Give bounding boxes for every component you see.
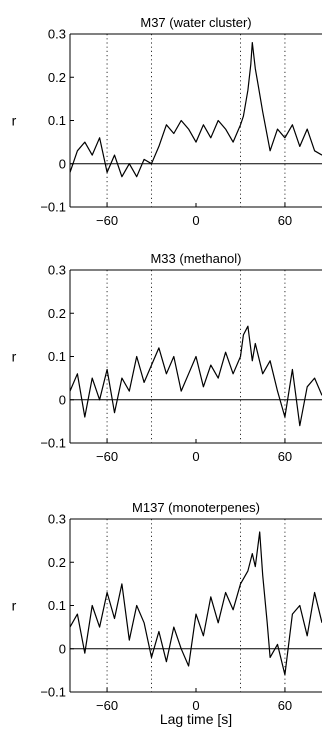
x-tick-label: −60	[96, 449, 118, 464]
y-axis-label: r	[12, 598, 17, 614]
y-tick-label: 0.1	[48, 349, 66, 364]
y-tick-label: −0.1	[40, 685, 66, 700]
y-tick-label: 0.2	[48, 70, 66, 85]
chart-title: M37 (water cluster)	[140, 15, 251, 30]
y-tick-label: 0.2	[48, 306, 66, 321]
y-tick-label: −0.1	[40, 436, 66, 451]
y-tick-label: 0.3	[48, 263, 66, 278]
figure-xlabel: Lag time [s]	[160, 711, 232, 727]
y-tick-label: 0.1	[48, 598, 66, 613]
x-tick-label: −60	[96, 213, 118, 228]
y-tick-label: 0.3	[48, 512, 66, 527]
x-tick-label: −60	[96, 698, 118, 713]
panel-monoterpenes: −0.1 0 0.1 0.2 0.3 −60 0 60 M137 (monoterpenes) r	[12, 500, 322, 713]
x-tick-label: 0	[192, 449, 199, 464]
x-tick-label: 60	[278, 449, 292, 464]
y-axis-label: r	[12, 349, 17, 365]
y-tick-label: 0	[59, 392, 66, 407]
y-axis-label: r	[12, 113, 17, 129]
panel-water-cluster: −0.1 0 0.1 0.2 0.3 −60 0 60 M37 (water cluster) r	[12, 15, 322, 228]
chart-title: M137 (monoterpenes)	[132, 500, 260, 515]
panel-methanol: −0.1 0 0.1 0.2 0.3 −60 0 60 M33 (methanol) r	[12, 251, 322, 464]
data-line	[69, 531, 322, 676]
x-tick-label: 60	[278, 213, 292, 228]
y-tick-label: 0.2	[48, 555, 66, 570]
y-tick-label: 0.1	[48, 113, 66, 128]
y-tick-label: 0.3	[48, 27, 66, 42]
x-tick-label: 0	[192, 213, 199, 228]
data-line	[69, 41, 322, 178]
data-line	[69, 325, 322, 427]
y-tick-label: −0.1	[40, 200, 66, 215]
x-tick-label: 60	[278, 698, 292, 713]
x-tick-label: 0	[192, 698, 199, 713]
y-tick-label: 0	[59, 641, 66, 656]
y-tick-label: 0	[59, 156, 66, 171]
chart-title: M33 (methanol)	[150, 251, 241, 266]
